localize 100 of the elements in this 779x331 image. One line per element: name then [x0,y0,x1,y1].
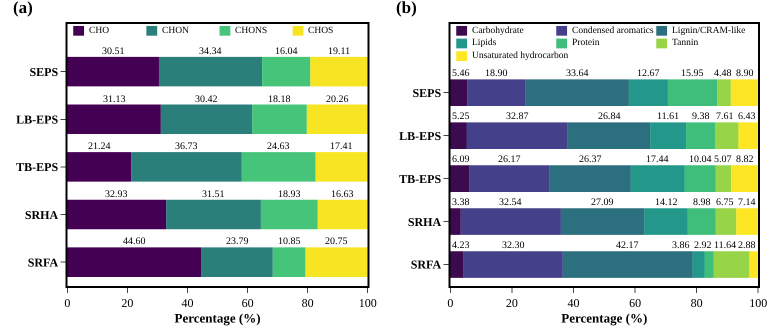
data-label: 26.37 [579,154,602,165]
data-label: 18.90 [485,68,508,79]
data-label: 15.95 [681,68,704,79]
data-label: 12.67 [637,68,660,79]
bar [684,165,716,192]
bar [650,122,686,149]
x-tick-label: 100 [749,296,768,310]
data-label: 2.92 [694,240,712,251]
bar [450,79,468,106]
bar [731,165,758,192]
bar [749,251,758,278]
bar [714,122,738,149]
bar [738,122,758,149]
bar [730,79,758,106]
bar [241,152,316,182]
bar [318,200,368,230]
x-tick-label: 60 [242,296,254,310]
data-label: 5.07 [714,154,732,165]
data-label: 32.30 [502,240,524,251]
data-label: 42.17 [616,240,638,251]
data-label: 17.41 [330,141,352,152]
x-tick-label: 60 [629,296,642,310]
x-tick-label: 40 [567,296,580,310]
bar [562,251,693,278]
data-label: 4.48 [714,68,732,79]
data-label: 14.12 [655,197,678,208]
data-label: 3.86 [672,240,690,251]
bar [67,104,161,134]
bar [305,247,368,277]
bar [715,165,732,192]
bar [630,165,685,192]
legend-label: CHONS [235,26,268,36]
bar [644,208,688,235]
bar [460,208,561,235]
data-label: 6.09 [452,154,470,165]
data-label: 32.54 [499,197,522,208]
data-label: 32.93 [105,189,128,200]
data-label: 10.85 [278,236,300,247]
legend-label: Lignin/CRAM-like [672,26,746,36]
data-label: 7.61 [716,111,734,122]
legend-label: Lipids [472,38,497,48]
data-label: 16.04 [275,46,298,57]
legend-label: Carbohydrate [472,26,524,36]
y-tick-label: LB-EPS [399,128,442,143]
bar [252,104,307,134]
x-tick-label: 40 [181,296,194,310]
data-label: 5.25 [452,111,470,122]
bar [67,56,159,86]
data-label: 24.63 [267,141,290,152]
legend-label: Unsaturated hydrocarbon [472,51,569,61]
legend-label: Tannin [672,38,698,48]
bar [310,56,368,86]
bar [450,208,461,235]
data-label: 8.98 [693,197,710,208]
y-tick-label: LB-EPS [16,112,58,126]
x-tick-label: 80 [690,296,703,310]
data-label: 11.64 [714,240,736,251]
bar [272,247,306,277]
bar [692,251,705,278]
bar [560,208,644,235]
data-label: 21.24 [88,141,110,152]
bar [450,251,464,278]
bar [550,165,631,192]
bar [450,122,467,149]
bar [315,152,368,182]
bar [67,200,166,230]
data-label: 26.17 [498,154,520,165]
x-tick-label: 0 [447,296,454,310]
data-label: 16.63 [331,189,354,200]
x-axis-title: Percentage (%) [561,310,648,326]
y-tick-label: SRFA [28,255,58,270]
data-label: 17.44 [646,154,668,165]
bar [67,152,132,182]
data-label: 18.18 [268,94,290,105]
data-label: 34.34 [199,46,222,57]
data-label: 9.38 [692,111,710,122]
bar [160,104,252,134]
bar [466,122,568,149]
bar [525,79,629,106]
y-tick-label: SRHA [408,214,442,229]
bar [450,165,470,192]
bar [467,79,526,106]
data-label: 19.11 [328,46,350,57]
data-label: 32.87 [506,111,528,122]
x-tick-label: 100 [358,296,377,310]
data-label: 33.64 [566,68,588,79]
y-tick-label: SRHA [24,208,59,222]
bar [568,122,650,149]
bar [201,247,273,277]
data-label: 6.75 [716,197,734,208]
data-label: 7.14 [738,197,756,208]
data-label: 30.42 [195,94,218,105]
data-label: 11.61 [657,111,680,122]
bar [715,208,736,235]
bar [166,200,261,230]
data-label: 6.43 [738,111,756,122]
x-axis-title: Percentage (%) [174,310,261,326]
data-label: 31.13 [103,94,126,105]
chart-title: (a) [13,0,33,17]
data-label: 20.75 [325,236,348,247]
